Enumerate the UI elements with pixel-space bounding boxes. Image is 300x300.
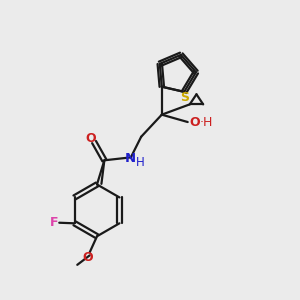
Text: F: F	[50, 216, 58, 229]
Text: N: N	[125, 152, 136, 165]
Text: O: O	[189, 116, 200, 128]
Text: O: O	[82, 251, 93, 264]
Text: S: S	[180, 91, 189, 104]
Text: ·H: ·H	[200, 116, 213, 128]
Text: O: O	[85, 132, 96, 145]
Text: H: H	[136, 156, 145, 169]
